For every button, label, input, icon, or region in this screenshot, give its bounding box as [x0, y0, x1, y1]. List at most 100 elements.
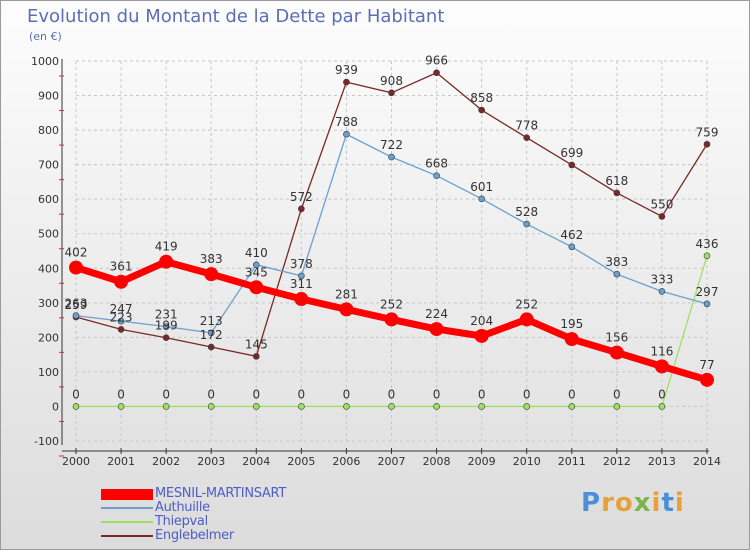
data-label-englebelmer: 259 [65, 298, 88, 312]
data-label-thiepval: 0 [72, 387, 80, 401]
data-label-englebelmer: 699 [560, 146, 583, 160]
legend-label: MESNIL-MARTINSART [155, 486, 286, 501]
data-label-thiepval: 0 [117, 387, 125, 401]
data-label-authuille: 383 [605, 255, 628, 269]
point-englebelmer [433, 69, 440, 77]
data-label-mesnil-martinsart: 195 [560, 317, 583, 331]
point-authuille [72, 312, 80, 319]
data-label-mesnil-martinsart: 345 [245, 265, 268, 279]
point-mesnil-martinsart [69, 260, 83, 275]
data-label-thiepval: 0 [207, 387, 215, 401]
data-label-englebelmer: 858 [470, 91, 493, 105]
point-thiepval [658, 403, 666, 410]
data-label-englebelmer: 618 [605, 174, 628, 188]
point-mesnil-martinsart [609, 345, 624, 360]
proxiti-logo: Proxiti [581, 488, 685, 518]
legend-swatch [101, 488, 153, 500]
point-englebelmer [523, 134, 531, 141]
logo-letter: P [581, 488, 602, 518]
data-label-mesnil-martinsart: 402 [65, 246, 88, 260]
data-label-thiepval: 0 [298, 387, 306, 401]
data-label-thiepval: 0 [388, 387, 396, 401]
point-mesnil-martinsart [114, 274, 129, 289]
point-englebelmer [207, 343, 215, 351]
point-thiepval [568, 403, 576, 410]
logo-letter: t [661, 488, 675, 518]
point-englebelmer [613, 189, 621, 197]
legend-swatch [101, 521, 153, 523]
data-label-mesnil-martinsart: 383 [200, 252, 223, 266]
data-label-thiepval: 436 [696, 237, 719, 251]
point-thiepval [613, 403, 621, 410]
point-authuille [523, 220, 531, 228]
point-thiepval [343, 403, 350, 410]
data-label-englebelmer: 550 [650, 197, 673, 211]
data-label-authuille: 247 [110, 302, 133, 316]
point-mesnil-martinsart [294, 292, 309, 307]
point-authuille [658, 288, 666, 295]
data-label-mesnil-martinsart: 77 [699, 358, 714, 372]
data-label-authuille: 333 [650, 272, 673, 286]
point-mesnil-martinsart [339, 302, 354, 317]
y-tick-label: 300 [38, 297, 59, 310]
point-englebelmer [252, 353, 260, 360]
data-label-authuille: 528 [515, 205, 538, 219]
chart-subtitle: (en €) [29, 30, 62, 43]
point-mesnil-martinsart [249, 280, 264, 295]
data-label-englebelmer: 908 [380, 74, 403, 88]
point-authuille [388, 153, 395, 161]
x-tick-label: 2006 [332, 455, 360, 468]
x-tick-label: 2004 [242, 455, 270, 468]
y-tick-label: 900 [38, 90, 59, 103]
data-label-mesnil-martinsart: 281 [335, 287, 358, 301]
x-tick-label: 2003 [197, 455, 225, 468]
axes: -100010020030040050060070080090010002000… [31, 55, 721, 468]
point-thiepval [162, 403, 170, 410]
data-label-mesnil-martinsart: 252 [380, 297, 403, 311]
data-label-authuille: 378 [290, 257, 313, 271]
point-englebelmer [703, 140, 711, 148]
point-mesnil-martinsart [429, 322, 444, 337]
legend-label: Authuille [155, 500, 210, 515]
point-thiepval [207, 403, 215, 410]
data-label-englebelmer: 778 [515, 119, 538, 133]
y-tick-label: 500 [38, 228, 59, 241]
data-label-authuille: 231 [155, 308, 178, 322]
data-label-englebelmer: 199 [155, 319, 178, 333]
logo-letter: i [674, 488, 685, 518]
x-tick-label: 2010 [513, 455, 541, 468]
data-label-englebelmer: 145 [245, 337, 268, 351]
x-tick-label: 2002 [152, 455, 180, 468]
point-englebelmer [568, 161, 576, 169]
point-thiepval [252, 403, 260, 410]
point-authuille [478, 195, 485, 203]
point-authuille [207, 329, 215, 337]
logo-letter: x [633, 488, 652, 518]
point-thiepval [433, 403, 440, 410]
x-tick-label: 2013 [648, 455, 676, 468]
data-label-englebelmer: 966 [425, 54, 448, 68]
point-mesnil-martinsart [519, 312, 534, 327]
data-label-authuille: 297 [696, 285, 719, 299]
data-label-authuille: 462 [560, 228, 583, 242]
data-label-thiepval: 0 [613, 387, 621, 401]
x-tick-label: 2001 [107, 455, 135, 468]
data-label-thiepval: 0 [343, 387, 351, 401]
data-label-thiepval: 0 [658, 387, 666, 401]
point-authuille [298, 272, 305, 280]
y-tick-label: 200 [38, 331, 59, 344]
data-label-authuille: 213 [200, 314, 223, 328]
legend-label: Thiepval [155, 514, 208, 529]
data-label-englebelmer: 939 [335, 63, 358, 77]
legend-label: Englebelmer [155, 528, 234, 543]
data-label-mesnil-martinsart: 311 [290, 277, 313, 291]
point-englebelmer [117, 326, 125, 333]
point-englebelmer [388, 89, 395, 97]
point-authuille [343, 130, 350, 138]
data-label-thiepval: 0 [252, 387, 260, 401]
data-label-thiepval: 0 [433, 387, 441, 401]
point-thiepval [117, 403, 125, 410]
point-englebelmer [343, 78, 350, 86]
logo-letter: o [614, 488, 634, 518]
point-authuille [433, 172, 440, 179]
